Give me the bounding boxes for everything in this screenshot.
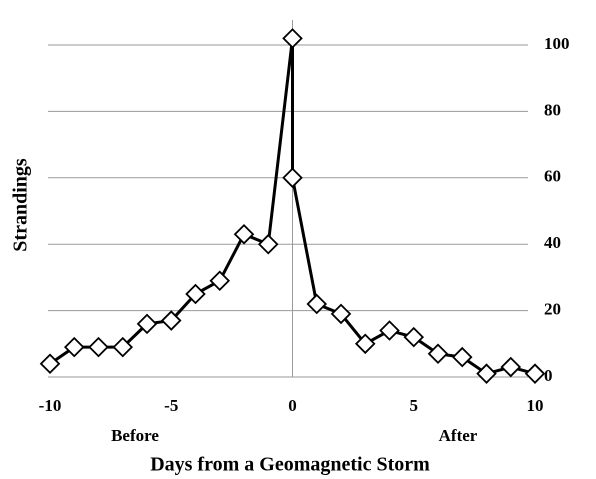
marker (88, 336, 109, 358)
marker (354, 333, 376, 355)
x-tick-label: -5 (164, 396, 178, 415)
marker (403, 326, 425, 348)
y-tick-label: 60 (544, 167, 561, 186)
marker (524, 363, 546, 384)
marker (451, 346, 473, 368)
marker (185, 283, 206, 305)
y-tick-label: 40 (544, 233, 561, 252)
marker (112, 336, 134, 358)
y-tick-label: 100 (544, 34, 570, 53)
marker (160, 310, 182, 331)
marker (39, 353, 61, 374)
x-tick-label: 5 (410, 396, 419, 415)
marker (500, 356, 522, 378)
marker (282, 28, 303, 49)
marker (379, 320, 400, 341)
marker (209, 270, 231, 291)
annotation: Before (111, 426, 159, 445)
marker (136, 313, 158, 335)
x-axis-label: Days from a Geomagnetic Storm (150, 454, 430, 476)
y-tick-label: 20 (544, 300, 561, 319)
y-axis-label: Strandings (10, 158, 32, 252)
x-tick-label: 10 (527, 396, 544, 415)
marker (330, 303, 352, 325)
x-tick-label: -10 (39, 396, 62, 415)
marker (63, 336, 85, 358)
line (49, 36, 536, 376)
marker (306, 293, 328, 315)
x-tick-label: 0 (288, 396, 297, 415)
marker (257, 233, 279, 255)
y-tick-label: 80 (544, 100, 561, 119)
marker (233, 223, 255, 245)
marker (476, 363, 497, 384)
marker (427, 343, 449, 365)
annotation: After (439, 426, 478, 445)
marker (282, 167, 303, 189)
y-tick-label: 0 (544, 366, 553, 385)
